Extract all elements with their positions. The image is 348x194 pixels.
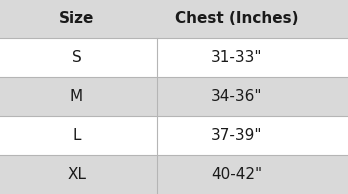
Text: 31-33": 31-33" xyxy=(211,50,262,65)
Text: XL: XL xyxy=(67,167,86,182)
Text: Chest (Inches): Chest (Inches) xyxy=(175,11,298,26)
Bar xyxy=(0,77,348,116)
Text: M: M xyxy=(70,89,83,104)
Bar xyxy=(0,116,348,155)
Bar xyxy=(0,155,348,194)
Text: S: S xyxy=(72,50,81,65)
Text: L: L xyxy=(72,128,81,143)
Text: 34-36": 34-36" xyxy=(211,89,262,104)
Text: 40-42": 40-42" xyxy=(211,167,262,182)
Text: 37-39": 37-39" xyxy=(211,128,262,143)
Bar xyxy=(0,38,348,77)
Text: Size: Size xyxy=(59,11,94,26)
